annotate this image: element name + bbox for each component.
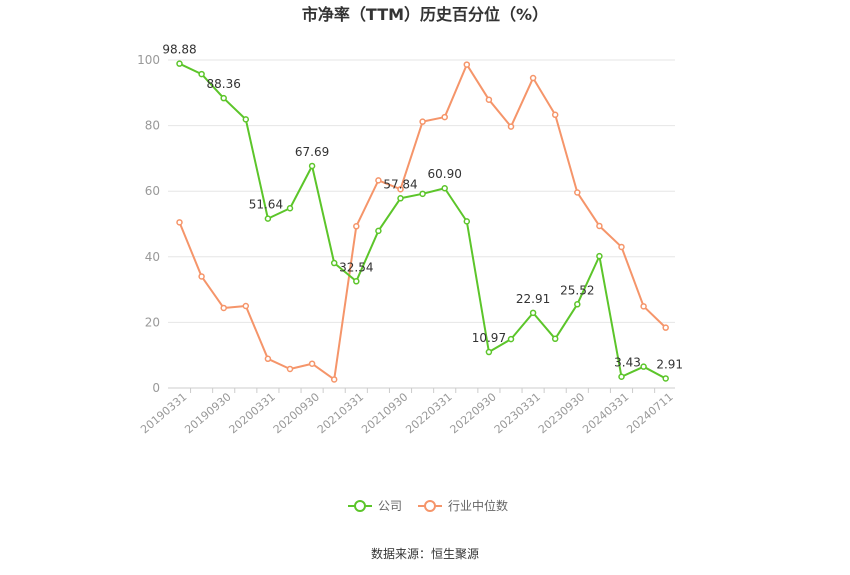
data-point — [463, 61, 471, 68]
data-point — [485, 96, 493, 103]
data-point — [419, 190, 426, 198]
data-point — [507, 335, 515, 343]
y-tick-label: 20 — [145, 315, 160, 329]
y-tick-label: 80 — [145, 119, 160, 133]
data-point — [662, 375, 669, 382]
data-point — [419, 118, 426, 125]
data-point — [397, 195, 404, 202]
y-tick-label: 40 — [145, 250, 160, 264]
y-tick-label: 60 — [145, 184, 160, 198]
data-point — [551, 111, 559, 119]
data-point — [330, 376, 338, 383]
x-tick-label: 20210930 — [359, 390, 410, 436]
data-point — [242, 116, 250, 123]
data-point — [264, 215, 272, 222]
x-tick-label: 20220331 — [403, 390, 454, 436]
data-label: 67.69 — [295, 145, 329, 159]
data-point — [242, 302, 250, 310]
data-point — [198, 273, 205, 280]
data-point — [574, 301, 581, 308]
data-point — [286, 365, 294, 373]
y-tick-label: 100 — [137, 53, 160, 67]
x-tick-label: 20200331 — [227, 390, 278, 436]
legend-marker — [424, 500, 436, 512]
data-point — [286, 205, 294, 212]
x-tick-label: 20210331 — [315, 390, 366, 436]
data-label: 3.43 — [614, 356, 641, 370]
data-point — [375, 177, 382, 184]
data-point — [198, 70, 205, 78]
data-point — [529, 309, 537, 317]
series-line-1 — [178, 63, 667, 381]
data-point — [507, 123, 515, 130]
data-label: 88.36 — [207, 77, 241, 91]
data-label: 25.52 — [560, 283, 594, 297]
data-label: 98.88 — [162, 43, 196, 57]
data-point — [353, 223, 360, 230]
data-point — [529, 74, 537, 82]
data-point — [618, 243, 625, 251]
y-tick-label: 0 — [152, 381, 160, 395]
data-point — [308, 162, 316, 170]
data-point — [640, 303, 647, 310]
data-point — [485, 348, 493, 356]
data-label: 10.97 — [472, 331, 506, 345]
x-tick-label: 20240331 — [580, 390, 631, 436]
data-point — [353, 278, 360, 285]
data-point — [220, 304, 227, 312]
data-point — [441, 184, 448, 192]
data-label: 57.84 — [383, 177, 417, 191]
data-point — [330, 259, 338, 267]
data-label: 51.64 — [249, 198, 283, 212]
data-labels: 98.88 88.36 51.64 67.69 32.54 57.84 60.90 10.97… — [162, 43, 683, 372]
data-label: 60.90 — [428, 167, 462, 181]
legend-marker — [354, 500, 366, 512]
series-line-0 — [179, 62, 667, 380]
data-point — [220, 94, 227, 102]
legend-label: 公司 — [378, 499, 402, 513]
x-tick-label: 20230930 — [536, 390, 587, 436]
x-tick-label: 20230331 — [492, 390, 543, 436]
data-point — [640, 363, 647, 370]
data-point — [308, 360, 316, 367]
axes: 0 20 40 60 80 100 2019033120190930202003312020… — [137, 53, 676, 436]
data-point — [176, 60, 183, 67]
x-tick-label: 20220930 — [448, 390, 499, 436]
data-point — [618, 373, 625, 380]
series — [176, 60, 669, 383]
data-point — [264, 355, 272, 363]
legend: 公司 行业中位数 — [348, 498, 508, 513]
data-label: 22.91 — [516, 292, 550, 306]
data-point — [397, 185, 404, 193]
data-source: 数据来源：恒生聚源 — [371, 546, 479, 561]
x-tick-label: 20190930 — [182, 390, 233, 436]
data-label: 32.54 — [339, 260, 373, 274]
x-tick-label: 20240711 — [624, 390, 675, 436]
data-point — [551, 335, 559, 343]
data-point — [596, 252, 603, 260]
legend-label: 行业中位数 — [448, 498, 508, 513]
data-point — [463, 218, 471, 225]
x-tick-label: 20190331 — [138, 390, 189, 436]
chart-title: 市净率（TTM）历史百分位（%） — [302, 5, 548, 24]
data-point — [176, 219, 183, 226]
data-point — [441, 113, 448, 121]
data-point — [596, 222, 603, 230]
x-tick-label: 20200930 — [271, 390, 322, 436]
data-point — [574, 189, 581, 196]
data-point — [375, 227, 382, 235]
data-label: 2.91 — [656, 357, 683, 371]
data-point — [662, 324, 669, 331]
